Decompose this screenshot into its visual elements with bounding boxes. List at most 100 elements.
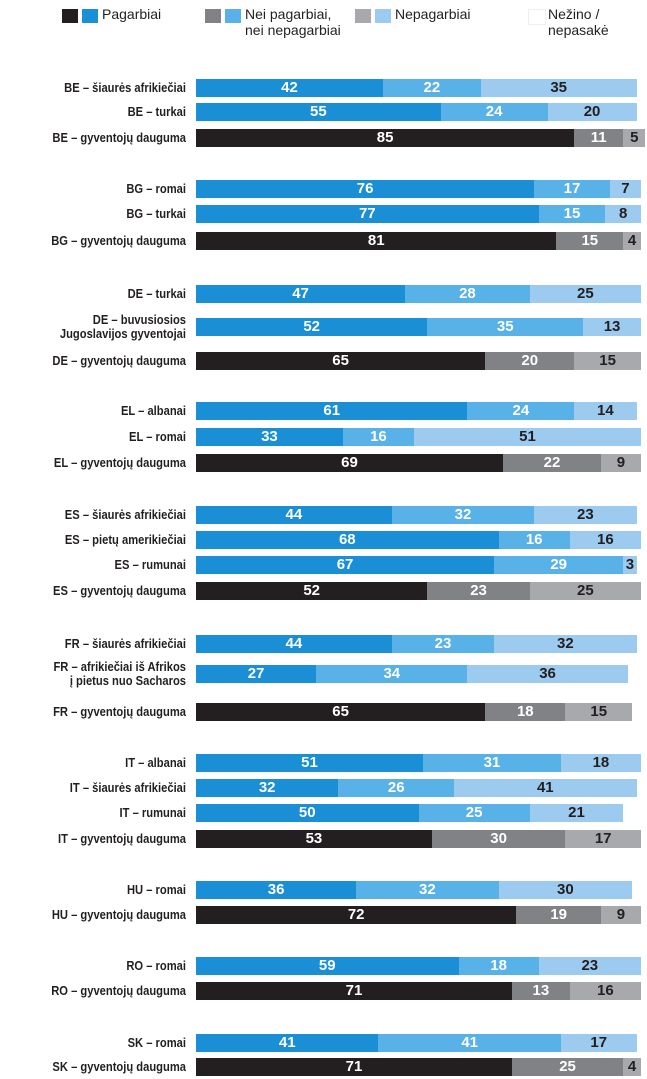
bar-segment (498, 881, 633, 899)
value-label: 25 (577, 285, 594, 302)
value-label: 17 (590, 1034, 608, 1051)
bar-segment (485, 352, 575, 370)
value-label: 76 (356, 180, 374, 197)
category-label: BE – turkai (127, 104, 186, 119)
category-label: EL – gyventojų dauguma (53, 455, 186, 470)
value-label: 33 (261, 428, 278, 445)
value-label: 68 (338, 531, 356, 548)
value-label: 23 (581, 957, 599, 974)
value-label: 28 (459, 285, 476, 302)
category-label: RO – gyventojų dauguma (51, 983, 186, 998)
bar-segment (196, 582, 428, 600)
value-label: 42 (281, 79, 298, 96)
value-label: 9 (616, 906, 626, 923)
value-label: 13 (532, 982, 550, 999)
legend-label: Nežino / nepasakė (548, 6, 609, 38)
bar-segment (391, 506, 535, 524)
category-label: BG – turkai (126, 206, 186, 221)
value-label: 27 (247, 665, 265, 682)
value-label: 22 (423, 79, 441, 96)
legend-swatch (375, 9, 391, 23)
bar-segment (623, 804, 641, 822)
category-label: ES – pietų amerikiečiai (64, 532, 186, 547)
bar-segment (196, 129, 575, 147)
value-label: 18 (490, 957, 507, 974)
bar-segment (196, 318, 428, 336)
value-label: 15 (590, 703, 608, 720)
bar-segment (196, 1034, 379, 1052)
bar-segment (196, 232, 557, 250)
bar-segment (636, 79, 641, 97)
value-label: 16 (597, 982, 614, 999)
value-label: 50 (298, 804, 316, 821)
value-label: 51 (301, 754, 318, 771)
bar-segment (556, 232, 624, 250)
category-label: DE – buvusiosios Jugoslavijos gyventojai (59, 312, 186, 341)
bar-segment (516, 906, 601, 924)
bar-segment (422, 754, 561, 772)
legend-swatch (528, 9, 546, 25)
legend-swatch (82, 9, 98, 23)
category-label: FR – šiaurės afrikiečiai (64, 636, 186, 651)
value-label: 51 (519, 428, 536, 445)
bar-segment (427, 582, 530, 600)
value-label: 4 (627, 232, 637, 249)
bar-segment (196, 205, 539, 223)
legend-swatch (62, 9, 78, 23)
value-label: 15 (563, 205, 581, 222)
value-label: 14 (597, 402, 614, 419)
category-label: IT – gyventojų dauguma (58, 831, 186, 846)
bar-segment (414, 428, 641, 446)
bar-segment (565, 703, 633, 721)
category-label: FR – afrikiečiai iš Afrikos į pietus nuo… (53, 659, 186, 688)
bar-segment (196, 1058, 512, 1076)
bar-segment (196, 830, 432, 848)
bar-segment (623, 1058, 641, 1076)
value-label: 32 (258, 779, 276, 796)
bar-segment (196, 454, 504, 472)
value-label: 35 (496, 318, 514, 335)
value-label: 31 (483, 754, 501, 771)
legend-label: Pagarbiai (102, 6, 162, 22)
bar-segment (458, 957, 539, 975)
bar-segment (511, 982, 570, 1000)
bar-segment (196, 428, 343, 446)
value-label: 23 (470, 582, 487, 599)
bar-segment (529, 804, 624, 822)
value-label: 26 (387, 779, 405, 796)
bar-segment (627, 665, 641, 683)
bar-segment (356, 881, 499, 899)
value-label: 24 (512, 402, 530, 419)
value-label: 25 (577, 582, 594, 599)
bar-segment (382, 79, 481, 97)
category-label: RO – romai (126, 958, 186, 973)
value-label: 9 (616, 454, 626, 471)
category-label: BE – gyventojų dauguma (52, 130, 186, 145)
value-label: 41 (278, 1034, 296, 1051)
bar-segment (600, 454, 641, 472)
value-label: 65 (332, 703, 349, 720)
category-label: IT – rumunai (119, 805, 186, 820)
category-label: BG – romai (126, 181, 186, 196)
bar-segment (316, 665, 468, 683)
category-label: EL – romai (129, 429, 186, 444)
value-label: 67 (336, 556, 354, 573)
bar-segment (623, 129, 646, 147)
bar-segment (636, 402, 641, 420)
value-label: 41 (461, 1034, 479, 1051)
value-label: 44 (285, 635, 303, 652)
value-label: 41 (536, 779, 554, 796)
value-label: 21 (568, 804, 585, 821)
bar-segment (636, 556, 641, 574)
bar-segment (196, 957, 459, 975)
bar-segment (636, 1034, 641, 1052)
value-label: 18 (592, 754, 610, 771)
value-label: 23 (577, 506, 594, 523)
value-label: 25 (465, 804, 483, 821)
bar-segment (560, 754, 641, 772)
bar-segment (636, 506, 641, 524)
value-label: 32 (454, 506, 472, 523)
value-label: 5 (630, 129, 639, 146)
value-label: 18 (516, 703, 534, 720)
